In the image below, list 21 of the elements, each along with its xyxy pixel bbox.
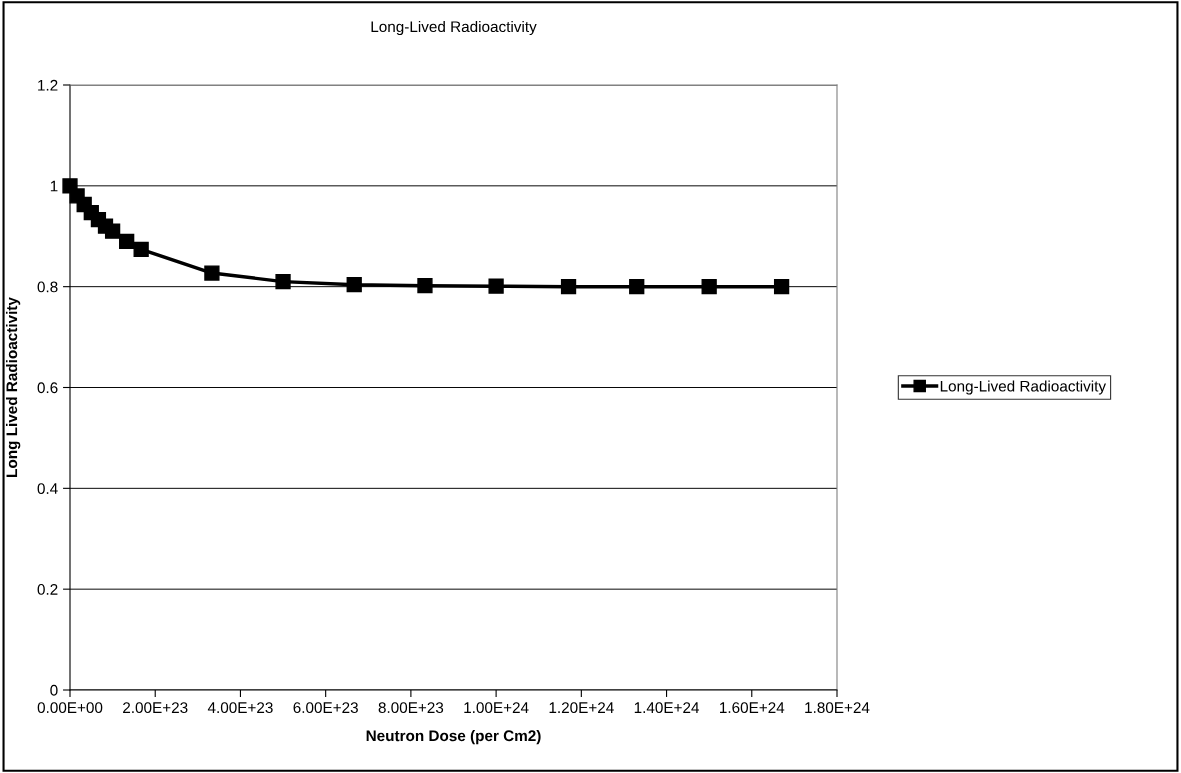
legend-label: Long-Lived Radioactivity xyxy=(940,380,1106,395)
y-tick-label: 0.2 xyxy=(37,584,58,595)
x-tick-label: 8.00E+23 xyxy=(378,702,444,714)
y-tick-label: 0 xyxy=(50,684,58,696)
y-tick-label: 1 xyxy=(50,180,58,192)
x-tick-label: 1.40E+24 xyxy=(634,702,700,714)
x-tick-label: 1.00E+24 xyxy=(464,702,529,714)
x-tick-label: 2.00E+23 xyxy=(123,702,188,714)
x-tick-label: 1.60E+24 xyxy=(720,702,785,714)
chart-title: Long-Lived Radioactivity xyxy=(371,20,537,36)
y-tick-label: 1.2 xyxy=(38,79,58,91)
x-tick-label: 6.00E+23 xyxy=(293,702,358,714)
x-tick-label: 1.80E+24 xyxy=(805,702,870,714)
y-tick-label: 0.6 xyxy=(37,382,58,394)
y-axis-title: Long Lived Radioactivity xyxy=(5,297,21,477)
y-tick-label: 0.4 xyxy=(37,483,58,495)
x-tick-label: 0.00E+00 xyxy=(37,702,103,714)
y-tick-label: 0.8 xyxy=(37,281,58,293)
x-tick-label: 4.00E+23 xyxy=(207,702,273,714)
x-axis-title: Neutron Dose (per Cm2) xyxy=(366,729,541,745)
x-tick-label: 1.20E+24 xyxy=(549,702,614,714)
